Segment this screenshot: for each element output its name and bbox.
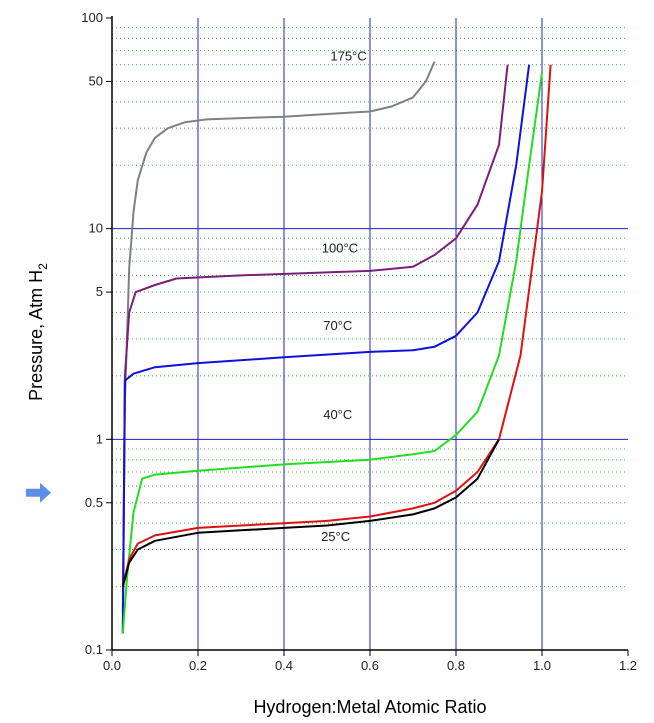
curve-label: 100°C: [322, 241, 358, 256]
x-tick-label: 0.2: [189, 658, 207, 673]
curve-label: 40°C: [323, 407, 352, 422]
y-axis-title-main: Pressure, Atm H: [26, 270, 46, 401]
series-line-40C: [121, 72, 543, 634]
tick-labels: 0.1 0.5 1 5 10 50 100 0.0 0.2 0.4 0.6 0.8 1.0 1.2: [81, 10, 637, 673]
x-tick-label: 0.0: [103, 658, 121, 673]
y-tick-label: 100: [81, 10, 103, 25]
curve-labels: 175°C 100°C 70°C 40°C 25°C: [321, 48, 367, 543]
y-axis-title-subscript: 2: [36, 263, 50, 270]
y-tick-label: 10: [89, 221, 103, 236]
pointer-arrow: [26, 482, 51, 503]
x-axis-title: Hydrogen:Metal Atomic Ratio: [253, 697, 486, 717]
y-tick-label: 5: [96, 284, 103, 299]
axes: [106, 16, 629, 656]
curve-label: 175°C: [330, 48, 366, 63]
curve-label: 70°C: [323, 318, 352, 333]
y-tick-label: 0.1: [85, 642, 103, 657]
y-tick-label: 50: [89, 73, 103, 88]
series-line-70C: [121, 64, 531, 634]
arrow-icon: [26, 482, 51, 503]
x-tick-label: 0.6: [361, 658, 379, 673]
x-tick-label: 1.0: [533, 658, 551, 673]
series-line-175C: [121, 61, 436, 613]
curve-label: 25°C: [321, 529, 350, 544]
series-line-25C: [121, 64, 552, 587]
x-tick-label: 0.4: [275, 658, 293, 673]
series-line-100C: [121, 64, 509, 634]
y-axis-title: Pressure, Atm H2: [26, 263, 50, 401]
series-layer: [121, 61, 552, 634]
y-tick-label: 0.5: [85, 495, 103, 510]
y-tick-label: 1: [96, 431, 103, 446]
x-tick-label: 0.8: [447, 658, 465, 673]
series-line: [121, 438, 500, 587]
major-grid: [112, 18, 628, 650]
x-tick-label: 1.2: [619, 658, 637, 673]
